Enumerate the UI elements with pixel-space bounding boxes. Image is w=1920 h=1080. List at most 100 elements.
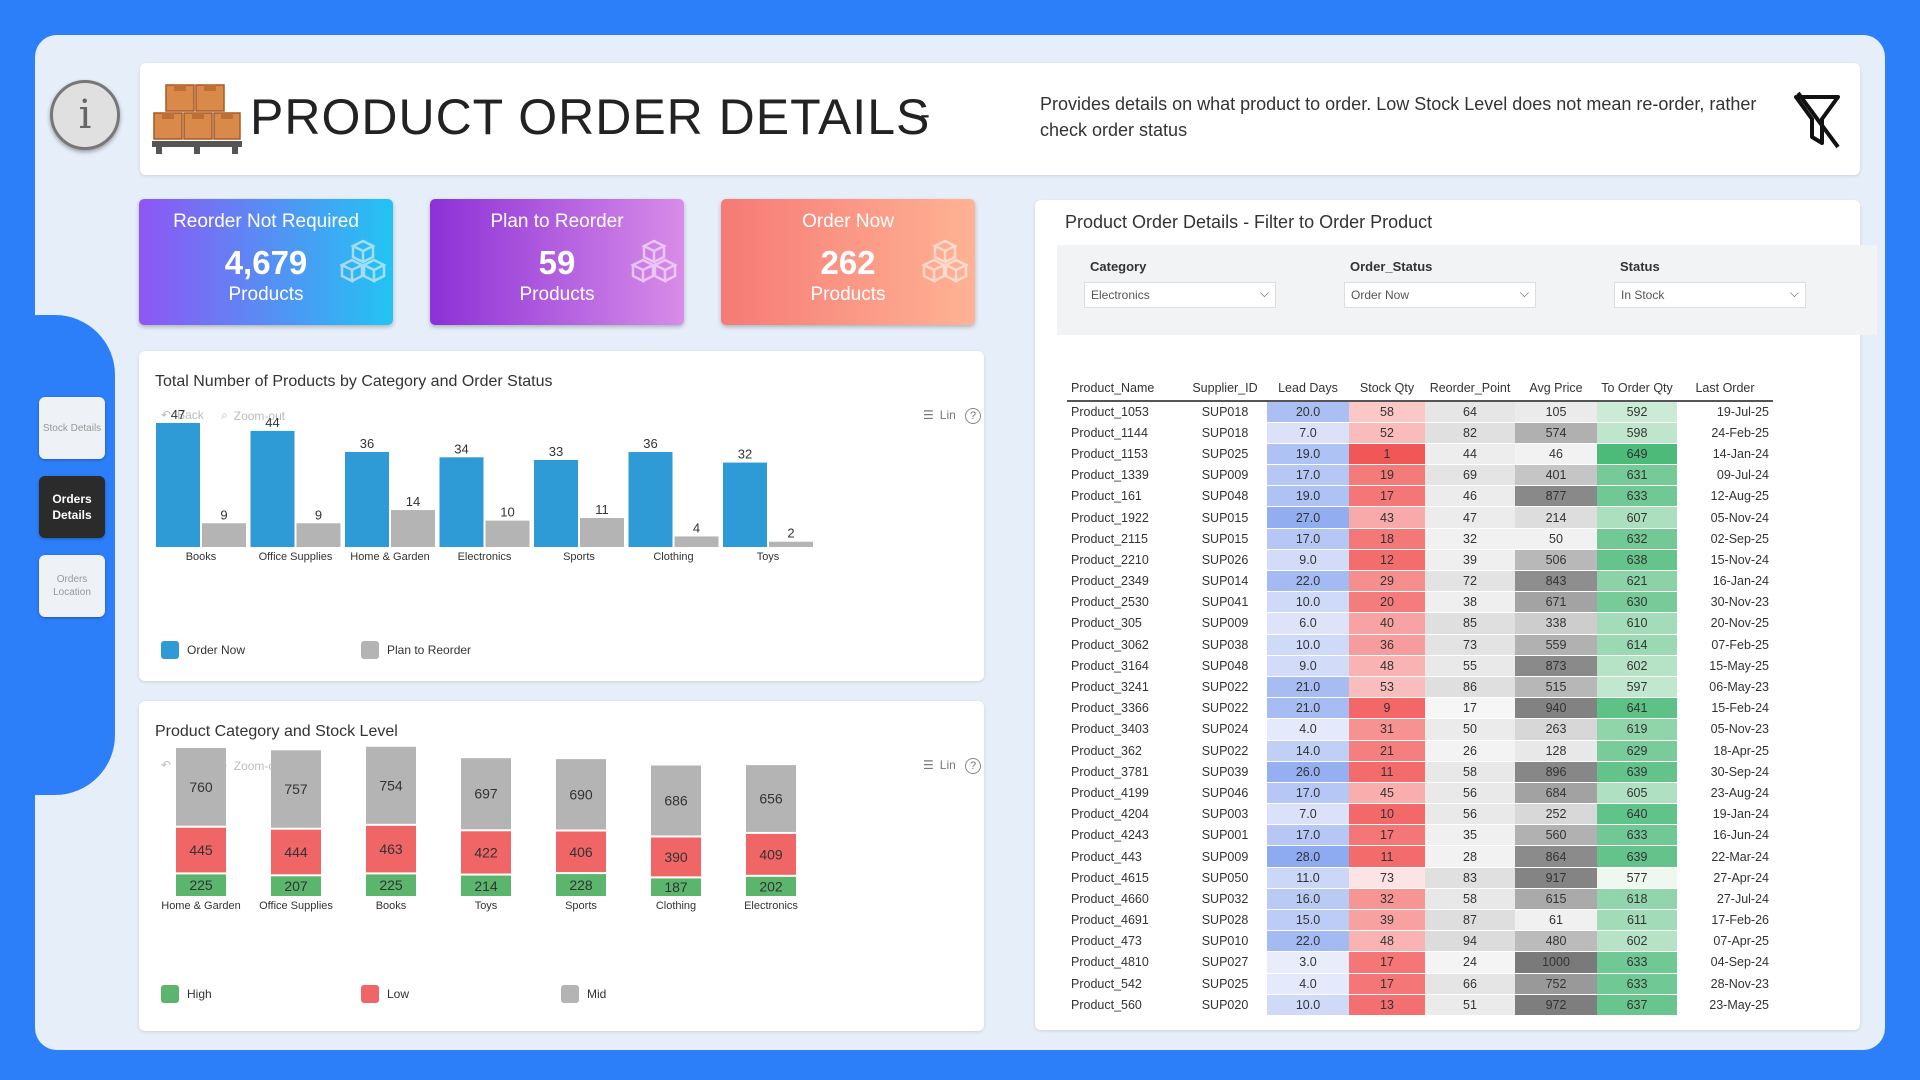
table-cell: 58 xyxy=(1349,401,1425,423)
bar-plan-to-reorder[interactable] xyxy=(674,536,719,547)
table-row[interactable]: Product_473 SUP010 22.0 48 94 480 602 07-Apr-25 xyxy=(1067,930,1773,953)
bar-order-now[interactable] xyxy=(723,462,767,547)
help-icon[interactable]: ? xyxy=(965,408,981,424)
bar-order-now[interactable] xyxy=(439,457,484,547)
stack-segment-mid[interactable] xyxy=(651,765,701,836)
table-row[interactable]: Product_4204 SUP003 7.0 10 56 252 640 19-Jan-24 xyxy=(1067,803,1773,826)
column-header[interactable]: Supplier_ID xyxy=(1183,375,1267,402)
stack-segment-low[interactable] xyxy=(176,827,226,873)
segment-value-label: 390 xyxy=(664,849,688,865)
order-status-select[interactable]: Order Now ⌵ xyxy=(1344,282,1536,308)
column-header[interactable]: To Order Qty xyxy=(1597,375,1677,402)
segment-value-label: 463 xyxy=(379,841,403,857)
stack-segment-high[interactable] xyxy=(176,874,226,896)
table-row[interactable]: Product_2210 SUP026 9.0 12 39 506 638 15-Nov-24 xyxy=(1067,549,1773,572)
table-row[interactable]: Product_2349 SUP014 22.0 29 72 843 621 16-Jan-2… xyxy=(1067,570,1773,593)
bar-order-now[interactable] xyxy=(628,452,673,547)
table-row[interactable]: Product_4691 SUP028 15.0 39 87 61 611 17-Feb-26 xyxy=(1067,909,1773,932)
stack-segment-high[interactable] xyxy=(746,876,796,896)
stack-segment-mid[interactable] xyxy=(746,765,796,832)
order-status-chart-panel: Total Number of Products by Category and… xyxy=(139,351,984,681)
table-row[interactable]: Product_1144 SUP018 7.0 52 82 574 598 24-Feb-25 xyxy=(1067,422,1773,444)
table-row[interactable]: Product_4199 SUP046 17.0 45 56 684 605 23-Aug-2… xyxy=(1067,782,1773,805)
legend-high[interactable]: High xyxy=(161,985,212,1003)
clear-filter-icon[interactable] xyxy=(1792,91,1844,151)
back-button[interactable]: ↶Back xyxy=(161,408,204,422)
table-row[interactable]: Product_560 SUP020 10.0 13 51 972 637 23-May-25 xyxy=(1067,994,1773,1016)
table-cell: SUP022 xyxy=(1183,676,1267,699)
stack-segment-low[interactable] xyxy=(556,831,606,873)
info-button[interactable]: i xyxy=(50,80,120,150)
table-row[interactable]: Product_1053 SUP018 20.0 58 64 105 592 19-Jul-2… xyxy=(1067,401,1773,423)
linear-scale-button[interactable]: ☰ Lin xyxy=(923,408,956,422)
stack-segment-mid[interactable] xyxy=(176,748,226,826)
table-row[interactable]: Product_2115 SUP015 17.0 18 32 50 632 02-Sep-25 xyxy=(1067,528,1773,550)
help-icon[interactable]: ? xyxy=(965,758,981,774)
table-row[interactable]: Product_2530 SUP041 10.0 20 38 671 630 30-Nov-2… xyxy=(1067,591,1773,614)
stack-segment-mid[interactable] xyxy=(461,758,511,830)
segment-value-label: 690 xyxy=(569,786,593,802)
stack-segment-mid[interactable] xyxy=(556,759,606,830)
nav-orders-location[interactable]: Orders Location xyxy=(39,555,105,617)
table-row[interactable]: Product_161 SUP048 19.0 17 46 877 633 12-Aug-25 xyxy=(1067,485,1773,508)
bar-plan-to-reorder[interactable] xyxy=(769,541,813,547)
table-row[interactable]: Product_4615 SUP050 11.0 73 83 917 577 27-Apr-2… xyxy=(1067,867,1773,889)
bar-order-now[interactable] xyxy=(156,423,200,547)
legend-low[interactable]: Low xyxy=(361,985,409,1003)
stack-segment-low[interactable] xyxy=(746,833,796,875)
table-row[interactable]: Product_3366 SUP022 21.0 9 17 940 641 15-Feb-24 xyxy=(1067,697,1773,720)
table-cell: 10.0 xyxy=(1267,591,1349,614)
zoom-out-button[interactable]: ⌕Zoom-out xyxy=(221,408,286,423)
nav-orders-details[interactable]: Orders Details xyxy=(39,476,105,538)
table-row[interactable]: Product_1922 SUP015 27.0 43 47 214 607 05-Nov-2… xyxy=(1067,506,1773,529)
table-row[interactable]: Product_4660 SUP032 16.0 32 58 615 618 27-Jul-2… xyxy=(1067,888,1773,911)
table-row[interactable]: Product_4243 SUP001 17.0 17 35 560 633 16-Jun-2… xyxy=(1067,824,1773,847)
column-header[interactable]: Avg Price xyxy=(1515,375,1597,402)
column-header[interactable]: Stock Qty xyxy=(1349,375,1425,402)
legend-order-now[interactable]: Order Now xyxy=(161,641,245,659)
table-row[interactable]: Product_3062 SUP038 10.0 36 73 559 614 07-Feb-2… xyxy=(1067,634,1773,656)
table-row[interactable]: Product_362 SUP022 14.0 21 26 128 629 18-Apr-25 xyxy=(1067,740,1773,762)
table-row[interactable]: Product_4810 SUP027 3.0 17 24 1000 633 04-Sep-2… xyxy=(1067,951,1773,974)
table-row[interactable]: Product_1339 SUP009 17.0 19 69 401 631 09-Jul-2… xyxy=(1067,464,1773,487)
stack-segment-high[interactable] xyxy=(556,874,606,896)
column-header[interactable]: Last Order xyxy=(1677,375,1773,402)
table-row[interactable]: Product_542 SUP025 4.0 17 66 752 633 28-Nov-23 xyxy=(1067,973,1773,995)
bar-plan-to-reorder[interactable] xyxy=(580,517,624,547)
table-row[interactable]: Product_3781 SUP039 26.0 11 58 896 639 30-Sep-2… xyxy=(1067,761,1773,783)
stack-segment-high[interactable] xyxy=(366,874,416,896)
category-select[interactable]: Electronics ⌵ xyxy=(1084,282,1276,308)
stack-segment-mid[interactable] xyxy=(366,746,416,824)
linear-scale-button[interactable]: ☰ Lin xyxy=(923,758,956,772)
stack-segment-low[interactable] xyxy=(271,829,321,875)
stack-segment-mid[interactable] xyxy=(271,750,321,828)
column-header[interactable]: Reorder_Point xyxy=(1425,375,1515,402)
nav-stock-details[interactable]: Stock Details xyxy=(39,397,105,459)
bar-plan-to-reorder[interactable] xyxy=(485,520,530,547)
table-row[interactable]: Product_305 SUP009 6.0 40 85 338 610 20-Nov-25 xyxy=(1067,612,1773,635)
column-header[interactable]: Lead Days xyxy=(1267,375,1349,402)
table-row[interactable]: Product_3241 SUP022 21.0 53 86 515 597 06-May-2… xyxy=(1067,676,1773,699)
bar-order-now[interactable] xyxy=(345,452,389,547)
stack-segment-low[interactable] xyxy=(366,825,416,873)
stack-segment-high[interactable] xyxy=(651,878,701,896)
bar-order-now[interactable] xyxy=(250,430,295,547)
legend-mid[interactable]: Mid xyxy=(561,985,606,1003)
bar-plan-to-reorder[interactable] xyxy=(391,510,435,547)
stack-segment-high[interactable] xyxy=(461,875,511,896)
legend-plan-to-reorder[interactable]: Plan to Reorder xyxy=(361,641,471,659)
table-row[interactable]: Product_1153 SUP025 19.0 1 44 46 649 14-Jan-24 xyxy=(1067,443,1773,466)
table-cell: 480 xyxy=(1515,930,1597,953)
stack-segment-low[interactable] xyxy=(461,831,511,874)
bar-order-now[interactable] xyxy=(534,459,578,547)
table-cell: 30-Sep-24 xyxy=(1677,761,1773,783)
table-row[interactable]: Product_3164 SUP048 9.0 48 55 873 602 15-May-25 xyxy=(1067,655,1773,677)
table-row[interactable]: Product_443 SUP009 28.0 11 28 864 639 22-Mar-24 xyxy=(1067,845,1773,868)
bar-plan-to-reorder[interactable] xyxy=(202,523,246,547)
table-row[interactable]: Product_3403 SUP024 4.0 31 50 263 619 05-Nov-23 xyxy=(1067,718,1773,741)
stack-segment-low[interactable] xyxy=(651,837,701,877)
column-header[interactable]: Product_Name xyxy=(1067,375,1183,402)
stack-segment-high[interactable] xyxy=(271,876,321,896)
bar-plan-to-reorder[interactable] xyxy=(296,523,341,547)
status-select[interactable]: In Stock ⌵ xyxy=(1614,282,1806,308)
